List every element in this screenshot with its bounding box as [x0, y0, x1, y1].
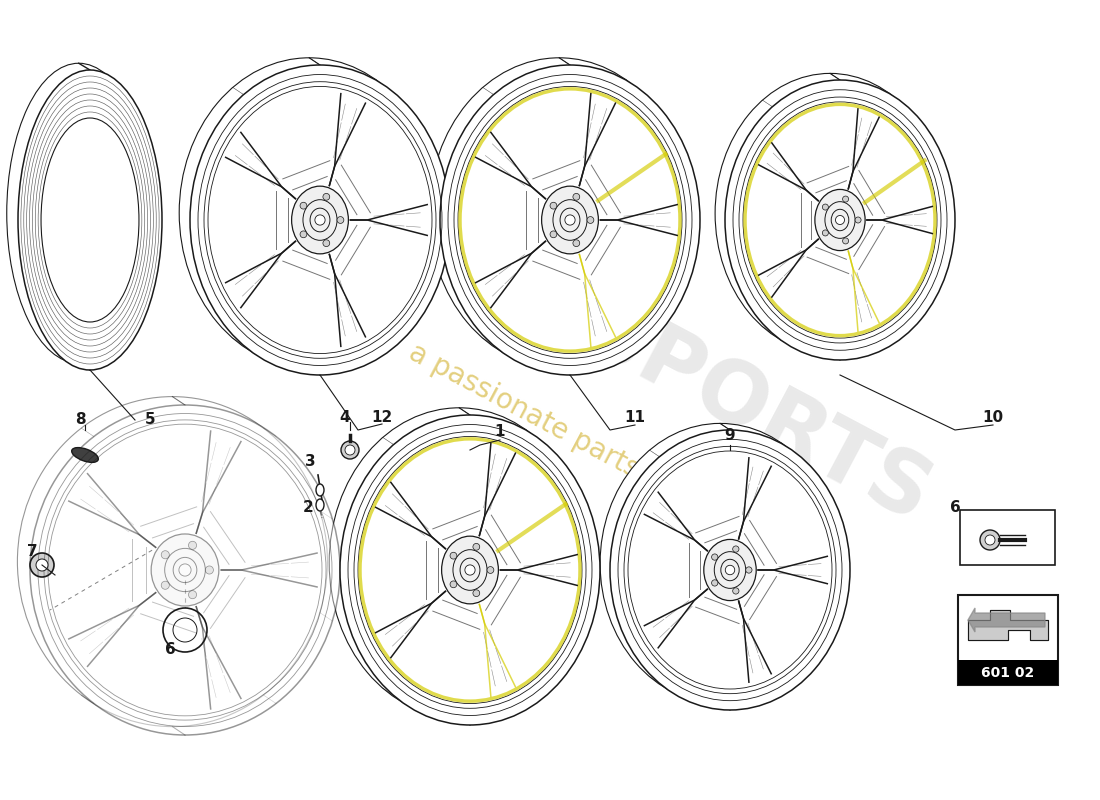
Circle shape	[173, 618, 197, 642]
Ellipse shape	[190, 65, 450, 375]
Circle shape	[984, 535, 996, 545]
Circle shape	[465, 565, 475, 575]
Circle shape	[550, 231, 557, 238]
Circle shape	[163, 608, 207, 652]
Bar	[960, 510, 1055, 565]
Circle shape	[712, 554, 718, 560]
Polygon shape	[968, 610, 1048, 640]
Ellipse shape	[340, 415, 600, 725]
Text: 10: 10	[982, 410, 1003, 426]
Circle shape	[206, 566, 213, 574]
Text: 4: 4	[340, 410, 350, 426]
Ellipse shape	[541, 186, 598, 254]
Ellipse shape	[316, 499, 324, 511]
Ellipse shape	[601, 423, 840, 703]
Text: a passionate parts since: a passionate parts since	[404, 338, 716, 522]
Ellipse shape	[440, 65, 700, 375]
Circle shape	[188, 590, 197, 598]
Circle shape	[450, 552, 456, 559]
Text: 6: 6	[949, 501, 960, 515]
Text: AUTOSPORTS: AUTOSPORTS	[334, 162, 945, 538]
Circle shape	[855, 217, 861, 223]
Text: 3: 3	[305, 454, 316, 470]
Circle shape	[550, 202, 557, 209]
Circle shape	[565, 215, 575, 225]
Polygon shape	[968, 608, 1045, 632]
Circle shape	[162, 581, 169, 590]
Ellipse shape	[429, 58, 690, 368]
Text: 7: 7	[26, 545, 37, 559]
Bar	[958, 595, 1058, 685]
Circle shape	[746, 567, 752, 573]
Circle shape	[733, 546, 739, 552]
Circle shape	[323, 240, 330, 246]
Circle shape	[162, 550, 169, 559]
Circle shape	[473, 543, 480, 550]
Ellipse shape	[72, 448, 98, 462]
Text: 12: 12	[372, 410, 393, 426]
Circle shape	[30, 553, 54, 577]
Ellipse shape	[151, 534, 219, 606]
Circle shape	[573, 240, 580, 246]
Circle shape	[733, 588, 739, 594]
Ellipse shape	[18, 70, 162, 370]
Circle shape	[836, 215, 845, 225]
Circle shape	[341, 441, 359, 459]
Circle shape	[843, 196, 848, 202]
Ellipse shape	[329, 408, 590, 718]
Circle shape	[823, 204, 828, 210]
Circle shape	[712, 580, 718, 586]
Circle shape	[573, 194, 580, 200]
Circle shape	[300, 231, 307, 238]
Circle shape	[179, 564, 191, 576]
Ellipse shape	[715, 74, 945, 354]
Ellipse shape	[725, 80, 955, 360]
Text: 601 02: 601 02	[981, 666, 1035, 680]
Circle shape	[315, 215, 326, 225]
Circle shape	[36, 559, 48, 571]
Ellipse shape	[41, 118, 139, 322]
Ellipse shape	[179, 58, 439, 368]
Ellipse shape	[610, 430, 850, 710]
Circle shape	[843, 238, 848, 244]
Circle shape	[188, 542, 197, 550]
Text: 2: 2	[302, 501, 313, 515]
Text: 1: 1	[495, 425, 505, 439]
Text: 5: 5	[145, 413, 155, 427]
Circle shape	[487, 566, 494, 574]
Circle shape	[980, 530, 1000, 550]
Ellipse shape	[30, 405, 340, 735]
Ellipse shape	[7, 63, 151, 363]
Ellipse shape	[441, 536, 498, 604]
Ellipse shape	[292, 186, 349, 254]
Circle shape	[450, 581, 456, 588]
Circle shape	[337, 217, 344, 223]
Circle shape	[823, 230, 828, 236]
Circle shape	[300, 202, 307, 209]
Ellipse shape	[30, 111, 128, 315]
Circle shape	[323, 194, 330, 200]
Ellipse shape	[815, 190, 865, 250]
Text: 9: 9	[725, 427, 735, 442]
Bar	[958, 660, 1058, 685]
Circle shape	[587, 217, 594, 223]
Text: 6: 6	[165, 642, 175, 658]
Ellipse shape	[704, 539, 756, 601]
Ellipse shape	[316, 484, 324, 496]
Circle shape	[345, 445, 355, 455]
Text: 11: 11	[625, 410, 646, 426]
Circle shape	[473, 590, 480, 597]
Text: 8: 8	[75, 413, 86, 427]
Ellipse shape	[18, 397, 328, 726]
Circle shape	[725, 566, 735, 574]
